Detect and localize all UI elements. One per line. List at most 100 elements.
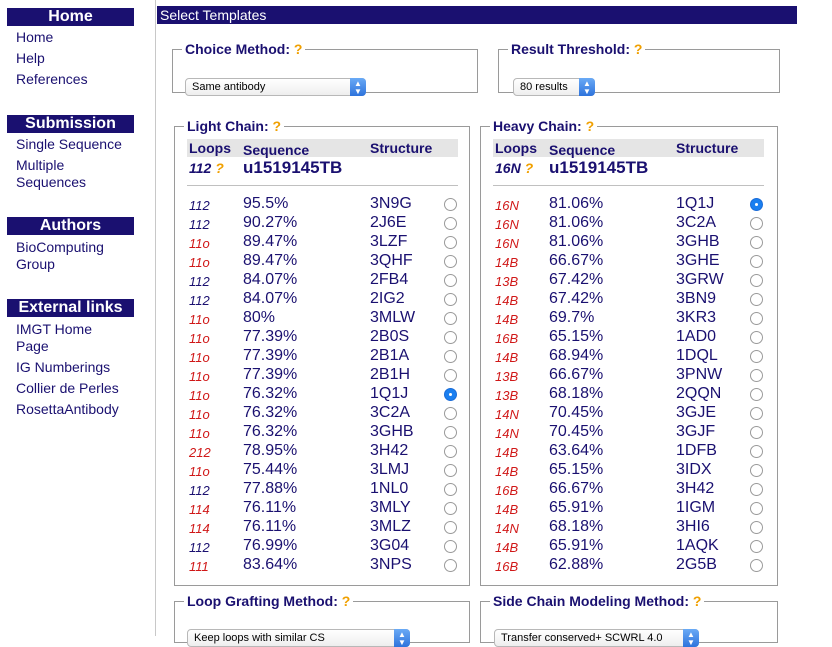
template-radio[interactable] — [444, 312, 457, 325]
template-radio[interactable] — [750, 312, 763, 325]
template-radio[interactable] — [444, 236, 457, 249]
row-identity: 66.67% — [549, 480, 604, 497]
help-icon[interactable]: ? — [585, 118, 595, 134]
template-radio[interactable] — [750, 255, 763, 268]
sidebar-link-imgt-home-page[interactable]: IMGT Home Page — [16, 321, 92, 354]
help-icon[interactable]: ? — [215, 160, 224, 176]
result-threshold-legend: Result Threshold: ? — [508, 41, 645, 57]
row-structure: 3MLW — [370, 309, 416, 326]
template-radio[interactable] — [444, 445, 457, 458]
template-radio[interactable] — [444, 521, 457, 534]
sidebar-link-single-sequence[interactable]: Single Sequence — [16, 136, 122, 152]
template-radio[interactable] — [750, 407, 763, 420]
table-row: 14N 70.45% 3GJF — [495, 423, 770, 442]
table-row: 212 78.95% 3H42 — [189, 442, 464, 461]
template-radio[interactable] — [750, 274, 763, 287]
light-divider — [187, 185, 458, 186]
row-identity: 62.88% — [549, 556, 604, 573]
sidebar-link-multiple-sequences[interactable]: Multiple Sequences — [16, 157, 87, 190]
help-icon[interactable]: ? — [341, 593, 351, 609]
table-row: 14B 65.15% 3IDX — [495, 461, 770, 480]
row-structure: 1Q1J — [676, 195, 715, 212]
sidebar-link-home[interactable]: Home — [16, 29, 54, 45]
template-radio[interactable] — [444, 369, 457, 382]
template-radio[interactable] — [444, 255, 457, 268]
row-structure: 3GHB — [370, 423, 414, 440]
template-radio[interactable] — [750, 559, 763, 572]
template-radio[interactable] — [750, 217, 763, 230]
light-col-loops: Loops — [189, 140, 231, 156]
template-radio[interactable] — [750, 350, 763, 363]
row-identity: 90.27% — [243, 214, 298, 231]
row-identity: 76.99% — [243, 537, 298, 554]
table-row: 16N 81.06% 1Q1J — [495, 195, 770, 214]
template-radio[interactable] — [444, 274, 457, 287]
template-radio[interactable] — [750, 464, 763, 477]
choice-method-select[interactable]: Same antibody ▲ ▼ — [185, 78, 366, 96]
template-radio[interactable] — [750, 388, 763, 401]
table-row: 16B 62.88% 2G5B — [495, 556, 770, 575]
heavy-chain-panel: Heavy Chain: ? — [480, 118, 778, 586]
table-row: 16N 81.06% 3C2A — [495, 214, 770, 233]
template-radio[interactable] — [750, 369, 763, 382]
row-structure: 3N9G — [370, 195, 412, 212]
template-radio[interactable] — [750, 236, 763, 249]
template-radio[interactable] — [444, 426, 457, 439]
sidebar-heading-external-links: External links — [7, 299, 134, 317]
row-loops: 14N — [495, 426, 519, 441]
light-chain-panel: Light Chain: ? — [174, 118, 470, 586]
template-radio[interactable] — [444, 331, 457, 344]
template-radio[interactable] — [750, 540, 763, 553]
row-structure: 3HI6 — [676, 518, 710, 535]
template-radio[interactable] — [750, 521, 763, 534]
side-chain-select[interactable]: Transfer conserved+ SCWRL 4.0 ▲ ▼ — [494, 629, 699, 647]
help-icon[interactable]: ? — [272, 118, 282, 134]
template-radio[interactable] — [444, 540, 457, 553]
heavy-col-structure: Structure — [676, 140, 739, 156]
template-radio[interactable] — [444, 407, 457, 420]
result-threshold-select[interactable]: 80 results ▲ ▼ — [513, 78, 595, 96]
sidebar-link-rosettaantibody[interactable]: RosettaAntibody — [16, 401, 119, 417]
light-chain-label: Light Chain: — [187, 118, 269, 134]
help-icon[interactable]: ? — [524, 160, 534, 176]
template-radio[interactable] — [750, 198, 763, 211]
template-radio[interactable] — [444, 217, 457, 230]
template-radio[interactable] — [750, 483, 763, 496]
template-radio[interactable] — [750, 293, 763, 306]
row-structure: 1AQK — [676, 537, 719, 554]
table-row: 13B 67.42% 3GRW — [495, 271, 770, 290]
template-radio[interactable] — [750, 331, 763, 344]
template-radio[interactable] — [444, 559, 457, 572]
template-radio[interactable] — [444, 198, 457, 211]
table-row: 11o 76.32% 1Q1J — [189, 385, 464, 404]
light-col-sequence: Sequence — [243, 142, 310, 158]
template-radio[interactable] — [444, 483, 457, 496]
sidebar-link-biocomputing-group[interactable]: BioComputing Group — [16, 239, 104, 272]
loop-grafting-select[interactable]: Keep loops with similar CS ▲ ▼ — [187, 629, 410, 647]
row-structure: 2B0S — [370, 328, 410, 345]
template-radio[interactable] — [444, 464, 457, 477]
table-row: 11o 77.39% 2B0S — [189, 328, 464, 347]
light-query-loops: 112 ? — [189, 160, 224, 176]
template-radio[interactable] — [444, 293, 457, 306]
row-structure: 2QQN — [676, 385, 722, 402]
table-row: 112 77.88% 1NL0 — [189, 480, 464, 499]
help-icon[interactable]: ? — [293, 41, 303, 57]
help-icon[interactable]: ? — [692, 593, 702, 609]
heavy-chain-label: Heavy Chain: — [493, 118, 582, 134]
sidebar-link-ig-numberings[interactable]: IG Numberings — [16, 359, 111, 375]
row-identity: 68.18% — [549, 518, 604, 535]
template-radio[interactable] — [444, 502, 457, 515]
sidebar-link-collier-de-perles[interactable]: Collier de Perles — [16, 380, 119, 396]
sidebar-link-help[interactable]: Help — [16, 50, 45, 66]
template-radio[interactable] — [750, 502, 763, 515]
template-radio[interactable] — [444, 388, 457, 401]
template-radio[interactable] — [444, 350, 457, 363]
template-radio[interactable] — [750, 445, 763, 458]
sidebar-link-references[interactable]: References — [16, 71, 88, 87]
row-loops: 16N — [495, 198, 519, 213]
template-radio[interactable] — [750, 426, 763, 439]
row-loops: 16B — [495, 559, 519, 574]
help-icon[interactable]: ? — [633, 41, 643, 57]
light-chain-legend: Light Chain: ? — [184, 118, 284, 134]
